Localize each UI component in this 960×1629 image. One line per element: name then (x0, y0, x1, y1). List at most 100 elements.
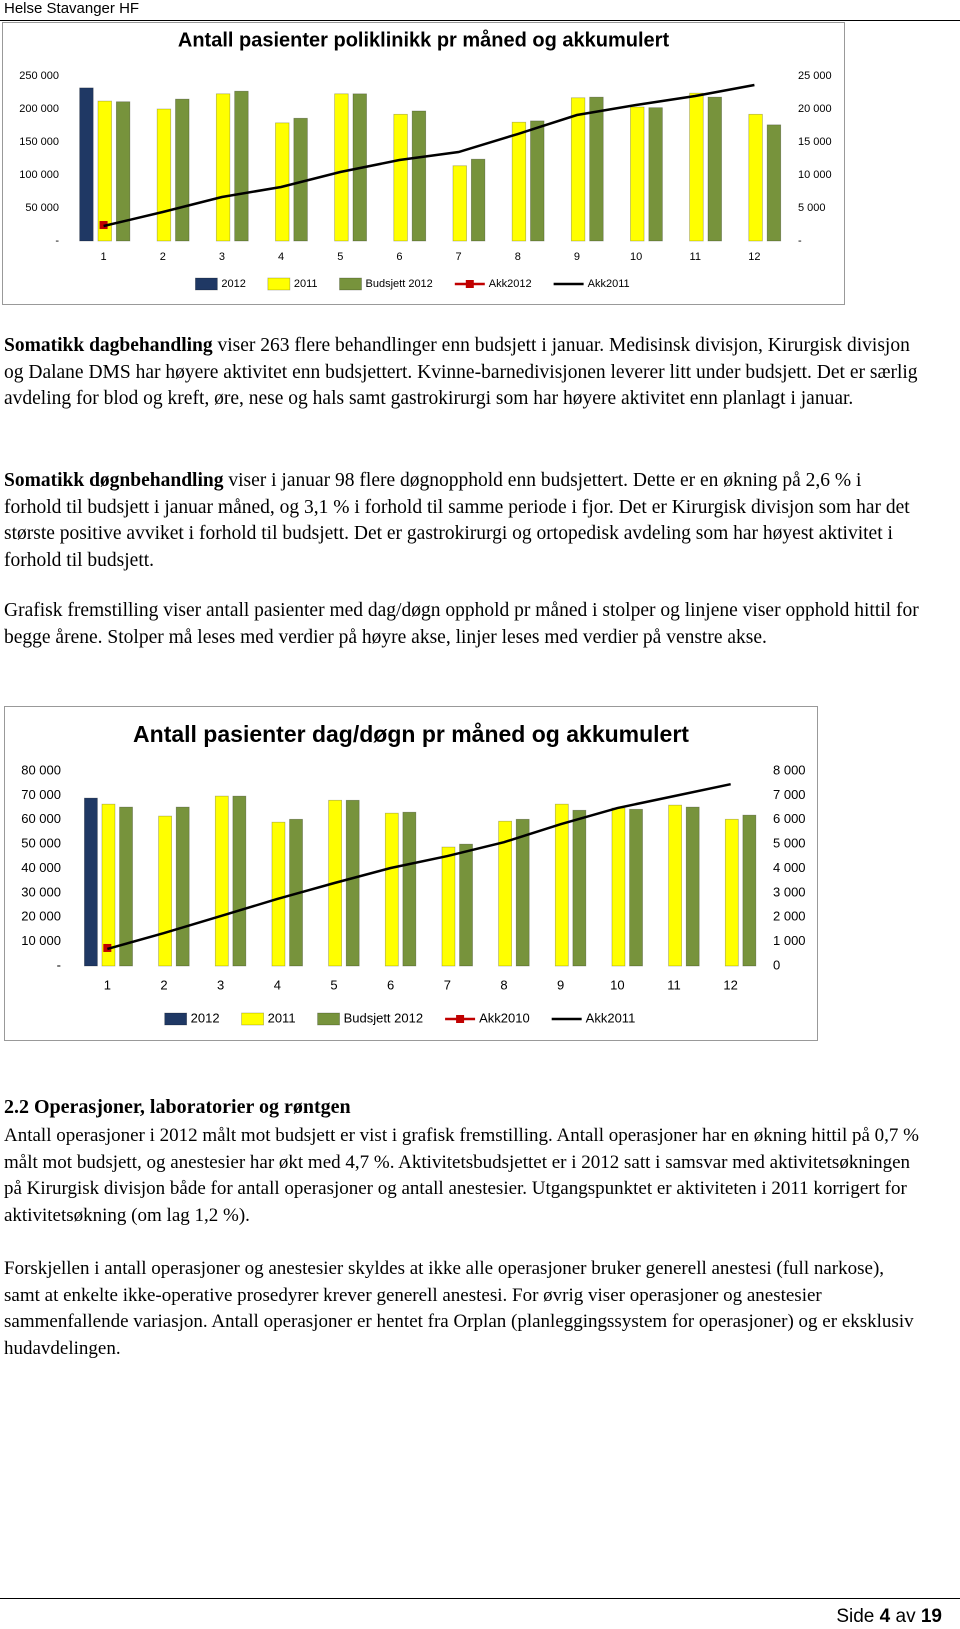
bar (498, 820, 513, 967)
y-tick-label: 100 000 (19, 169, 59, 181)
x-tick-label: 9 (574, 251, 580, 263)
bar (275, 122, 290, 242)
bar (334, 93, 349, 242)
bar (232, 795, 247, 967)
y2-tick-label: 15 000 (798, 136, 832, 148)
legend-label: Budsjett 2012 (344, 1010, 424, 1025)
bar (345, 799, 360, 967)
header-title: Helse Stavanger HF (4, 0, 140, 17)
chart-title: Antall pasienter poliklinikk pr måned og… (178, 28, 670, 51)
y-tick-label: 30 000 (21, 884, 61, 899)
x-tick-label: 2 (160, 977, 167, 992)
y-tick-label: 20 000 (21, 909, 61, 924)
bar (570, 97, 586, 242)
y-tick-label: 40 000 (21, 860, 61, 875)
legend-swatch (317, 1012, 340, 1026)
y-tick-label: 10 000 (21, 933, 61, 948)
x-tick-label: 6 (396, 251, 402, 263)
x-tick-label: 8 (515, 251, 521, 263)
bar (214, 795, 229, 967)
y2-tick-label: 6 000 (773, 811, 806, 826)
x-tick-label: 9 (557, 977, 564, 992)
y-tick-label: 60 000 (21, 811, 61, 826)
footer-total: 19 (920, 1606, 942, 1627)
legend-label: Budsjett 2012 (366, 278, 433, 290)
y2-tick-label: 10 000 (798, 169, 832, 181)
x-tick-label: 6 (387, 977, 394, 992)
bar (234, 90, 249, 242)
line (106, 782, 731, 951)
y2-tick-label: 2 000 (773, 909, 806, 924)
chart: Antall pasienter dag/døgn pr måned og ak… (4, 706, 818, 1041)
x-tick-label: 3 (219, 251, 225, 263)
paragraph: Grafisk fremstilling viser antall pasien… (4, 598, 919, 651)
bar (402, 811, 417, 967)
x-tick-label: 1 (104, 977, 111, 992)
y-tick-label: 150 000 (19, 136, 59, 148)
legend-swatch (195, 277, 218, 291)
legend-label: Akk2011 (586, 1010, 636, 1025)
bar (115, 101, 131, 242)
bar (452, 165, 467, 242)
footer-of: av (895, 1606, 916, 1627)
x-tick-label: 11 (690, 251, 701, 263)
y-tick-label: 80 000 (21, 762, 61, 777)
paragraph-text: viser i januar 98 flere døgnopphold enn … (4, 470, 910, 571)
x-tick-label: 4 (278, 251, 284, 263)
footer: Side 4 av 19 (836, 1606, 942, 1628)
legend-label: 2012 (221, 278, 245, 290)
bar (685, 806, 700, 967)
legend-label: Akk2010 (479, 1010, 530, 1025)
chart: Antall pasienter poliklinikk pr måned og… (2, 22, 845, 305)
x-tick-label: 5 (330, 977, 337, 992)
legend-swatch (241, 1012, 264, 1026)
line (103, 83, 755, 228)
paragraph-text: viser 263 flere behandlinger enn budsjet… (4, 335, 918, 409)
bar (572, 809, 587, 967)
bar (648, 107, 663, 242)
x-tick-label: 8 (500, 977, 507, 992)
section-title: Operasjoner, laboratorier og røntgen (34, 1096, 351, 1118)
y2-tick-label: 3 000 (773, 884, 806, 899)
x-tick-label: 2 (160, 251, 166, 263)
bar (766, 124, 782, 242)
y2-tick-label: 25 000 (798, 70, 832, 82)
bar (530, 120, 545, 242)
y-tick-label: 50 000 (21, 836, 61, 851)
bar (554, 803, 569, 967)
y-tick-label: - (55, 235, 59, 247)
legend-marker (456, 1015, 465, 1023)
x-tick-label: 12 (723, 977, 737, 992)
legend: 2012 2011 Budsjett 2012 Akk2012 Akk2011 (195, 277, 630, 291)
chart-svg: Antall pasienter dag/døgn pr måned og ak… (21, 721, 806, 1026)
y2-tick-label: 20 000 (798, 103, 832, 115)
y2-tick-label: - (798, 235, 802, 247)
y-tick-label: - (57, 957, 61, 972)
bar (393, 113, 408, 242)
bar (742, 814, 757, 967)
x-tick-label: 4 (274, 977, 281, 992)
bar (511, 121, 527, 242)
x-tick-label: 10 (610, 977, 624, 992)
bar (84, 797, 98, 967)
bar (470, 158, 486, 242)
legend-swatch (164, 1012, 188, 1026)
bar (589, 96, 604, 242)
y-tick-label: 200 000 (19, 103, 59, 115)
y2-tick-label: 5 000 (773, 836, 806, 851)
bar (271, 821, 286, 967)
bar (175, 98, 190, 242)
bar (689, 92, 704, 242)
x-tick-label: 10 (630, 251, 642, 263)
bar (629, 808, 643, 967)
bar (630, 106, 645, 242)
legend: 2012 2011 Budsjett 2012 Akk2010 Akk2011 (164, 1010, 636, 1026)
paragraph: Forskjellen i antall operasjoner og anes… (4, 1258, 914, 1359)
legend-label: 2011 (294, 278, 318, 290)
bar (101, 803, 116, 967)
bar (707, 96, 722, 242)
bar (668, 804, 682, 967)
bar (411, 110, 427, 242)
bar (79, 87, 94, 242)
